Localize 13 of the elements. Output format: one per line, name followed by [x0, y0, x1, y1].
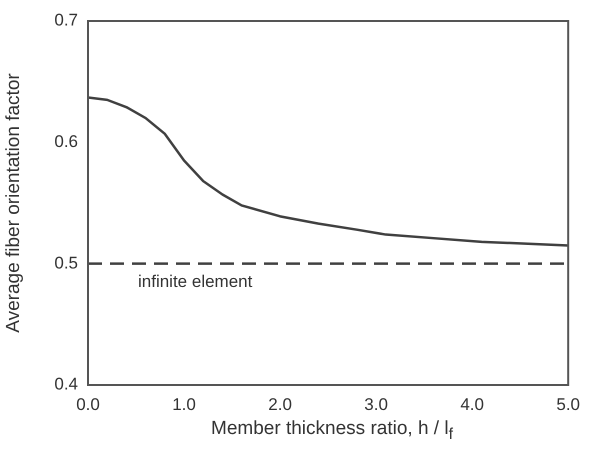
- y-axis-title: Average fiber orientation factor: [3, 73, 25, 333]
- ref-line-label: infinite element: [138, 272, 253, 291]
- x-tick-label: 0.0: [76, 394, 100, 414]
- y-tick-label: 0.7: [54, 10, 78, 30]
- y-tick-label: 0.6: [54, 132, 78, 152]
- x-tick-label: 2.0: [268, 394, 292, 414]
- x-axis-title: Member thickness ratio, h / l$_{f}$: [210, 418, 454, 444]
- x-tick-label: 4.0: [460, 394, 484, 414]
- x-tick-label: 1.0: [172, 394, 196, 414]
- y-tick-label: 0.4: [54, 374, 78, 394]
- y-tick-label: 0.5: [54, 253, 78, 272]
- x-tick-label: 5.0: [556, 394, 580, 414]
- x-tick-label: 3.0: [364, 394, 388, 414]
